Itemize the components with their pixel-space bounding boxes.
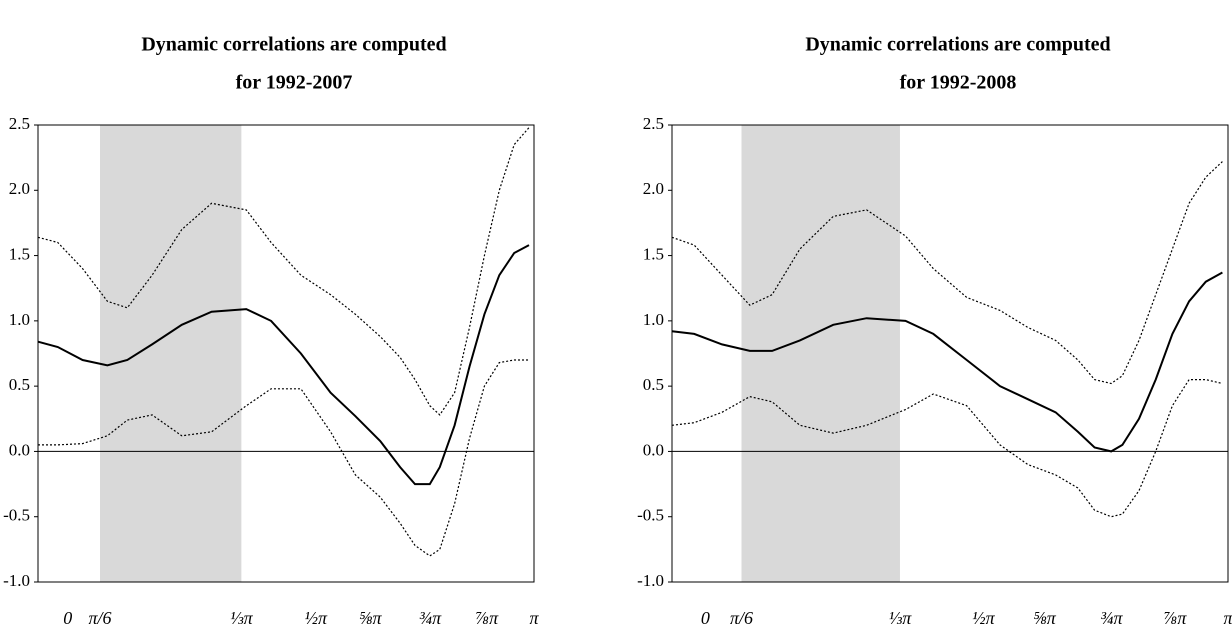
y-tick-label: -0.5	[3, 506, 30, 525]
series-line	[671, 379, 1223, 518]
chart: Dynamic correlations are computed for 199…	[637, 34, 1232, 629]
chart-title: for 1992-2007	[236, 72, 353, 94]
y-tick-label: 0.5	[9, 375, 30, 394]
y-tick-label: 1.5	[9, 244, 30, 263]
y-tick-label: 2.0	[9, 179, 30, 198]
y-tick-label: 0.0	[9, 440, 30, 459]
y-tick-label: 2.5	[9, 114, 30, 133]
x-tick-label: ½π	[972, 608, 996, 628]
series-line	[671, 271, 1223, 453]
x-tick-label: ⅝π	[359, 608, 383, 628]
x-tick-label: 0	[701, 608, 710, 628]
x-tick-label: ½π	[304, 608, 328, 628]
shaded-band	[741, 125, 900, 582]
y-tick-label: 1.5	[643, 244, 664, 263]
y-tick-label: 2.0	[643, 179, 664, 198]
x-tick-label: π	[529, 608, 539, 628]
y-tick-label: 2.5	[643, 114, 664, 133]
series-line	[671, 161, 1223, 385]
x-tick-label: π/6	[88, 608, 111, 628]
y-tick-label: 1.0	[643, 310, 664, 329]
x-tick-label: π/6	[730, 608, 753, 628]
x-tick-label: ¾π	[1100, 608, 1124, 628]
y-tick-label: -1.0	[637, 571, 664, 590]
chart-title: Dynamic correlations are computed	[141, 34, 446, 56]
y-tick-label: -1.0	[3, 571, 30, 590]
plot-frame	[671, 124, 1229, 583]
chart: Dynamic correlations are computed for 199…	[3, 34, 539, 629]
series-line	[37, 127, 530, 416]
plot-frame	[37, 124, 535, 583]
x-tick-label: 0	[63, 608, 72, 628]
x-tick-label: ⅞π	[476, 608, 500, 628]
x-tick-label: ¾π	[419, 608, 443, 628]
series-line	[37, 244, 530, 486]
series-line	[38, 359, 529, 557]
x-tick-label: ⅞π	[1164, 608, 1188, 628]
y-tick-label: 0.5	[643, 375, 664, 394]
x-tick-label: ⅓π	[889, 608, 913, 628]
y-tick-label: 1.0	[9, 310, 30, 329]
chart-title: for 1992-2008	[900, 72, 1017, 94]
x-tick-label: ⅝π	[1033, 608, 1057, 628]
chart-title: Dynamic correlations are computed	[805, 34, 1110, 56]
x-tick-label: ⅓π	[230, 608, 254, 628]
shaded-band	[100, 125, 242, 582]
y-tick-label: -0.5	[637, 506, 664, 525]
x-tick-label: π	[1223, 608, 1232, 628]
y-tick-label: 0.0	[643, 440, 664, 459]
